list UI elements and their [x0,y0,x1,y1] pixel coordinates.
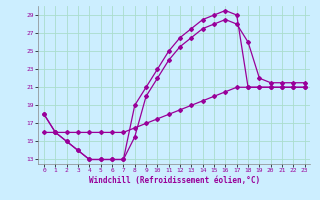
X-axis label: Windchill (Refroidissement éolien,°C): Windchill (Refroidissement éolien,°C) [89,176,260,185]
